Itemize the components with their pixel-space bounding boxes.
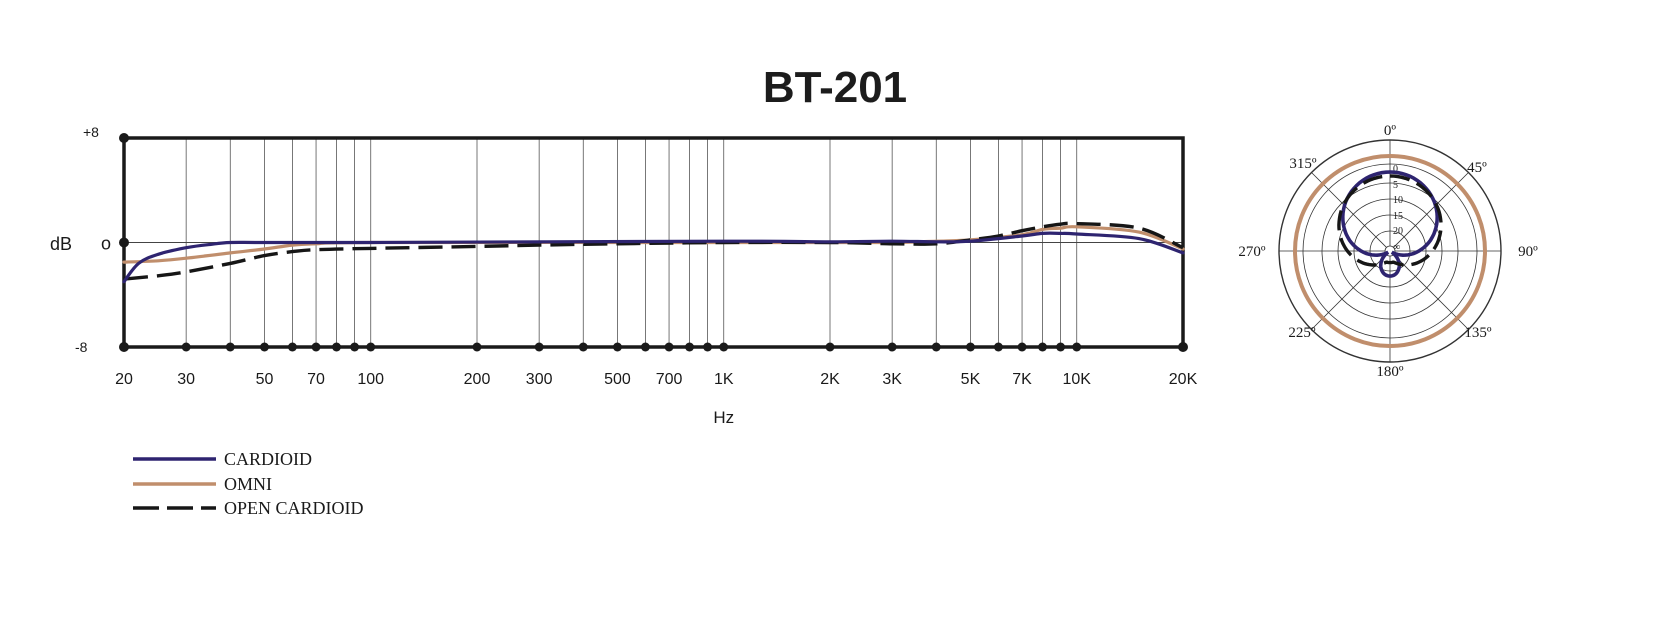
x-tick-dot <box>703 342 713 352</box>
y-tick-label: o <box>101 234 111 254</box>
y-tick-dot <box>119 133 129 143</box>
x-tick-label: 700 <box>656 371 683 388</box>
polar-series-open-cardioid <box>1337 174 1443 267</box>
polar-angle-label: 180º <box>1376 364 1404 380</box>
polar-ring-label: 20 <box>1393 226 1403 237</box>
polar-ring-label: 15 <box>1393 211 1403 222</box>
x-tick-label: 5K <box>961 371 981 388</box>
frequency-response-chart: 20 30 50 70 100 200 300 500 700 1K 2K 3K 5K 7K 10K 20K +… <box>50 124 1198 427</box>
x-tick-dot <box>534 342 544 352</box>
polar-ring-label: 0 <box>1393 164 1398 175</box>
x-tick-label: 20 <box>115 371 133 388</box>
legend-label: CARDIOID <box>224 449 312 469</box>
x-tick-dot <box>332 342 342 352</box>
x-tick-label: 300 <box>526 371 553 388</box>
x-tick-dot <box>1178 342 1188 352</box>
x-tick-dot <box>1038 342 1048 352</box>
polar-angle-label: 270º <box>1238 244 1266 260</box>
x-tick-dot <box>287 342 297 352</box>
x-tick-label: 100 <box>357 371 384 388</box>
x-tick-dot <box>612 342 622 352</box>
x-tick-label: 7K <box>1012 371 1032 388</box>
y-tick-dot <box>119 237 129 248</box>
polar-series-omni <box>1293 154 1487 348</box>
legend-label: OMNI <box>224 474 272 494</box>
x-tick-dot <box>472 342 482 352</box>
x-tick-dot <box>931 342 941 352</box>
polar-series-cardioid <box>1340 170 1440 278</box>
chart-title: BT-201 <box>763 63 907 112</box>
series-line-cardioid <box>122 231 1185 284</box>
x-tick-label: 50 <box>256 371 274 388</box>
legend-label: OPEN CARDIOID <box>224 498 364 518</box>
x-tick-label: 500 <box>604 371 631 388</box>
x-tick-dot <box>578 342 588 352</box>
x-tick-dot <box>366 342 376 352</box>
x-tick-dot <box>719 342 729 352</box>
x-tick-label: 200 <box>464 371 491 388</box>
x-tick-label: 20K <box>1169 371 1198 388</box>
x-tick-dot <box>1017 342 1027 352</box>
polar-ring-label: ∞ <box>1393 242 1400 253</box>
x-tick-label: 30 <box>177 371 195 388</box>
x-tick-dot <box>685 342 695 352</box>
polar-angle-label: 225º <box>1288 325 1316 341</box>
x-tick-dot <box>1072 342 1082 352</box>
x-tick-dot <box>1056 342 1066 352</box>
x-tick-dot <box>993 342 1003 352</box>
x-tick-label: 10K <box>1063 371 1092 388</box>
polar-angle-label: 135º <box>1464 325 1492 341</box>
polar-angle-label: 315º <box>1289 156 1317 172</box>
x-tick-label: 3K <box>882 371 902 388</box>
x-tick-dot <box>965 342 975 352</box>
polar-ring-label: 5 <box>1393 180 1398 191</box>
x-tick-dot <box>664 342 674 352</box>
x-axis-label: Hz <box>713 408 734 427</box>
y-axis-label: dB <box>50 234 72 254</box>
polar-ring-label: 10 <box>1393 195 1403 206</box>
x-tick-label: 1K <box>714 371 734 388</box>
x-tick-dot <box>311 342 321 352</box>
polar-angle-label: 90º <box>1518 244 1538 260</box>
x-tick-label: 70 <box>307 371 325 388</box>
polar-angle-label: 45º <box>1467 160 1487 176</box>
y-tick-label: +8 <box>83 124 99 140</box>
x-tick-dot <box>887 342 897 352</box>
x-tick-dot <box>225 342 235 352</box>
x-tick-label: 2K <box>820 371 840 388</box>
x-tick-dot <box>350 342 360 352</box>
x-tick-dot <box>259 342 269 352</box>
x-tick-dot <box>825 342 835 352</box>
polar-pattern-chart: 0 5 10 15 20 ∞ 0º 45º 90º 135º 180º 225º 270º 315º <box>1238 123 1538 380</box>
legend: CARDIOID OMNI OPEN CARDIOID <box>133 449 364 518</box>
x-tick-dot <box>640 342 650 352</box>
polar-angle-label: 0º <box>1384 123 1397 139</box>
y-tick-dot <box>119 342 129 352</box>
x-tick-dot <box>181 342 191 352</box>
series-line-open-cardioid <box>123 221 1184 281</box>
y-tick-label: -8 <box>75 339 88 355</box>
